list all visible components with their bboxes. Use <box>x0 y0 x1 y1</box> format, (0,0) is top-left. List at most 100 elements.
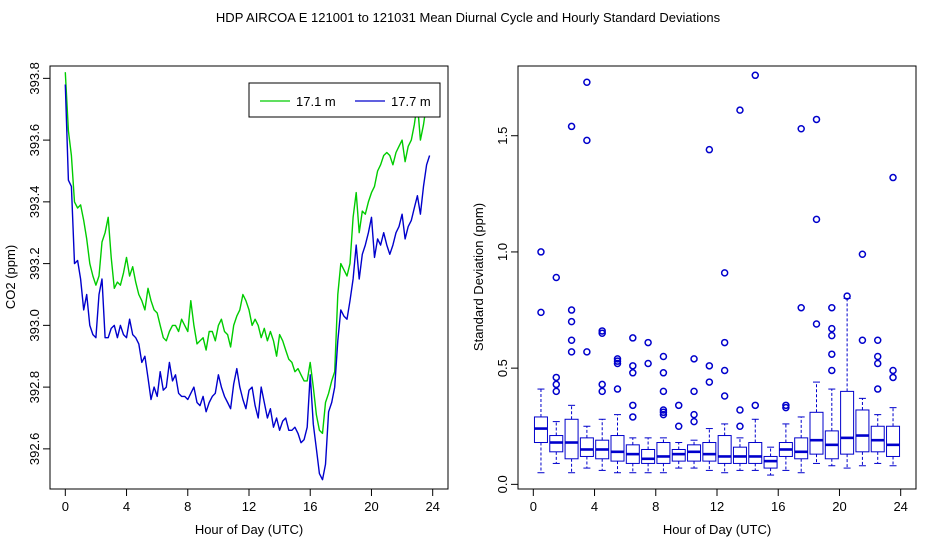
outlier-point <box>583 348 591 356</box>
iqr-box <box>610 435 625 462</box>
iqr-box <box>717 435 732 464</box>
outlier-point <box>782 401 790 410</box>
left-series-lines <box>64 72 431 481</box>
left-x-tick-label: 8 <box>184 499 191 514</box>
outlier-point <box>828 324 836 333</box>
right-panel: 0 4 8 12 16 20 24 0.0 0.5 1.0 1.5 Hour of Day (UT… <box>471 65 917 537</box>
outlier-point <box>873 359 882 368</box>
iqr-box <box>855 409 870 453</box>
outlier-point <box>720 269 729 277</box>
outlier-point <box>736 406 744 414</box>
outlier-point <box>567 317 576 326</box>
outlier-point <box>858 250 867 259</box>
left-x-tick-label: 4 <box>123 499 130 514</box>
outlier-point <box>812 320 821 328</box>
outlier-point <box>659 352 668 361</box>
right-y-tick-label: 0.0 <box>495 475 510 493</box>
left-y-tick-label: 393.0 <box>27 309 42 342</box>
boxplot-hour-21 <box>855 250 870 467</box>
outlier-point <box>629 413 637 421</box>
outlier-point <box>873 352 882 361</box>
iqr-box <box>641 448 656 464</box>
iqr-box <box>748 442 763 464</box>
legend-box <box>248 82 441 118</box>
series-line-17-7-m <box>64 84 431 481</box>
legend: 17.1 m 17.7 m <box>248 82 441 118</box>
boxplot-hour-18 <box>809 115 824 464</box>
iqr-box <box>794 437 809 460</box>
left-x-axis-label: Hour of Day (UTC) <box>195 522 303 537</box>
outlier-point <box>629 401 637 410</box>
outlier-point <box>736 106 744 114</box>
outlier-point <box>598 380 606 389</box>
left-y-tick-label: 393.4 <box>27 186 42 219</box>
outlier-point <box>889 373 897 382</box>
outlier-point <box>552 387 561 396</box>
iqr-box <box>840 390 855 455</box>
boxplot-hour-8 <box>656 352 671 474</box>
outlier-point <box>583 78 591 87</box>
series-line-17-1-m <box>64 72 431 435</box>
left-y-tick-label: 392.6 <box>27 433 42 466</box>
boxplot-hour-15 <box>763 446 778 476</box>
right-y-axis-label: Standard Deviation (ppm) <box>471 203 486 351</box>
left-x-tick-label: 20 <box>364 499 378 514</box>
outlier-point <box>629 334 637 342</box>
outlier-point <box>659 406 668 414</box>
right-x-axis-label: Hour of Day (UTC) <box>663 522 771 537</box>
outlier-point <box>873 336 882 345</box>
outlier-point <box>644 359 652 368</box>
outlier-point <box>598 329 606 338</box>
right-y-tick-label: 0.5 <box>495 359 510 377</box>
outlier-point <box>598 327 606 335</box>
boxplot-hour-10 <box>687 355 702 469</box>
outlier-point <box>690 355 698 363</box>
outlier-point <box>782 403 790 412</box>
outlier-point <box>889 173 897 182</box>
boxplot-hour-6 <box>625 334 640 474</box>
outlier-point <box>720 338 729 347</box>
right-y-tick-label: 1.5 <box>495 127 510 145</box>
left-x-axis: 0 4 8 12 16 20 24 <box>62 489 440 514</box>
iqr-box <box>656 442 671 464</box>
boxplot-hour-4 <box>595 327 610 471</box>
outlier-point <box>873 385 882 393</box>
outlier-point <box>751 71 760 80</box>
outlier-point <box>828 331 836 340</box>
iqr-box <box>809 411 824 455</box>
outlier-point <box>567 122 576 131</box>
outlier-point <box>598 387 606 396</box>
boxplot-hour-1 <box>549 273 564 464</box>
outlier-point <box>705 145 714 154</box>
outlier-point <box>797 125 805 133</box>
boxplot-hour-11 <box>702 145 717 471</box>
right-x-tick-label: 8 <box>652 499 659 514</box>
right-y-axis: 0.0 0.5 1.0 1.5 <box>495 127 518 493</box>
legend-label-17-7m: 17.7 m <box>391 94 431 109</box>
left-panel: 0 4 8 12 16 20 24 392.6 392.8 393.0 393.2 393.4 393… <box>3 62 449 537</box>
boxplot-hour-14 <box>748 71 763 471</box>
right-x-tick-label: 24 <box>893 499 907 514</box>
right-x-tick-label: 16 <box>771 499 785 514</box>
outlier-point <box>690 417 698 426</box>
left-y-tick-label: 392.8 <box>27 371 42 404</box>
outlier-point <box>537 248 545 256</box>
outlier-point <box>736 422 744 430</box>
outlier-point <box>613 357 622 365</box>
outlier-point <box>828 366 836 375</box>
outlier-point <box>674 401 683 410</box>
boxplot-hour-16 <box>778 401 793 471</box>
right-x-axis: 0 4 8 12 16 20 24 <box>530 489 908 514</box>
boxplot-hour-22 <box>870 336 885 464</box>
outlier-point <box>552 373 561 382</box>
outlier-point <box>613 355 622 363</box>
outlier-point <box>659 387 668 396</box>
boxplot-hour-12 <box>717 269 732 474</box>
outlier-point <box>613 359 622 368</box>
outlier-point <box>720 366 729 375</box>
outlier-point <box>705 362 714 370</box>
boxplot-hour-17 <box>794 125 809 474</box>
iqr-box <box>702 442 717 462</box>
right-y-tick-label: 1.0 <box>495 243 510 261</box>
